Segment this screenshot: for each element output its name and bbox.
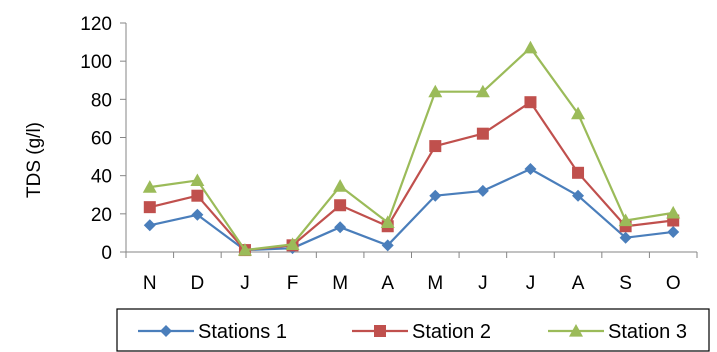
y-tick-label: 80 [91, 90, 112, 111]
series-3 [142, 40, 681, 256]
x-tick-label: M [332, 273, 348, 294]
axes [120, 22, 698, 258]
x-tick-label: J [526, 273, 536, 294]
x-tick-label: O [666, 273, 681, 294]
x-tick-label: D [191, 273, 205, 294]
data-point [428, 84, 443, 98]
y-tick-label: 40 [91, 167, 112, 188]
legend: Stations 1 Station 2 Station 3 [116, 308, 710, 352]
x-tick-label: J [478, 273, 488, 294]
data-point [476, 184, 489, 197]
legend-item: Station 3 [548, 321, 687, 343]
y-tick-labels: 0 20 40 60 80 100 120 [80, 14, 112, 264]
data-point [333, 179, 348, 192]
y-tick-label: 0 [101, 243, 112, 264]
x-tick-label: F [287, 273, 299, 294]
legend-marker [374, 325, 386, 337]
data-point [381, 239, 394, 252]
y-tick-label: 100 [80, 52, 112, 73]
data-point [334, 199, 347, 212]
data-point [142, 180, 157, 193]
data-point [237, 243, 252, 256]
x-tick-label: N [143, 273, 157, 294]
data-point [667, 225, 680, 238]
x-tick-label: S [619, 273, 632, 294]
data-point [190, 173, 205, 187]
data-point [572, 189, 585, 202]
y-tick-label: 20 [91, 205, 112, 226]
x-tick-label: M [427, 273, 443, 294]
x-tick-label: A [381, 273, 394, 294]
x-tick-label: J [240, 273, 250, 294]
data-point [191, 208, 204, 221]
data-point [666, 205, 681, 219]
data-point [476, 127, 489, 140]
data-point [143, 219, 156, 232]
data-point [523, 40, 538, 54]
legend-marker [160, 325, 172, 337]
data-point [429, 189, 442, 202]
legend-label: Station 3 [608, 321, 687, 343]
data-point [524, 162, 537, 175]
y-tick-label: 60 [91, 129, 112, 150]
legend-item: Stations 1 [138, 321, 287, 343]
data-point [618, 213, 633, 227]
x-tick-label: A [572, 273, 585, 294]
series-line [149, 167, 674, 252]
series-1 [143, 162, 680, 257]
y-axis-title: TDS (g/l) [24, 122, 45, 198]
y-tick-label: 120 [80, 14, 112, 35]
data-point [619, 231, 632, 244]
series-line [149, 101, 674, 252]
series-line [149, 46, 674, 252]
series-2 [143, 96, 680, 257]
data-point [334, 221, 347, 234]
legend-item: Station 2 [352, 321, 491, 343]
data-point [475, 84, 490, 98]
legend-box [116, 308, 710, 352]
data-point [380, 215, 395, 229]
data-point [571, 106, 586, 120]
series-layer [142, 40, 681, 257]
data-point [191, 189, 204, 202]
data-point [143, 201, 156, 214]
data-point [429, 140, 442, 153]
data-point [572, 166, 585, 179]
legend-label: Station 2 [412, 321, 491, 343]
legend-marker [569, 324, 583, 337]
legend-label: Stations 1 [198, 321, 287, 343]
data-point [524, 96, 537, 109]
data-point [285, 237, 300, 250]
